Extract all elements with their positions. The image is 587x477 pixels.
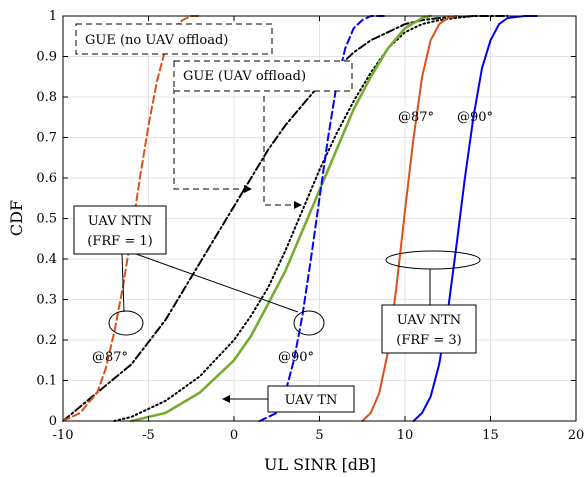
series-line-ntn_frf3_87 — [361, 15, 458, 422]
y-tick-label: 0.1 — [36, 374, 57, 389]
ntn-frf1-leader-87 — [121, 253, 125, 313]
ntn-frf1-90-label: @90° — [278, 350, 314, 365]
gue-offload-label: GUE (UAV offload) — [183, 69, 306, 84]
y-tick-label: 0.2 — [36, 333, 57, 348]
ntn-frf1-leader-90 — [135, 253, 299, 313]
series-line-ntn_frf1_87 — [62, 15, 201, 422]
gue-no-offload-leader — [173, 88, 244, 190]
ntn-frf1-87-label: @87° — [92, 350, 128, 365]
y-tick-label: 0.8 — [36, 90, 57, 105]
x-tick-label: 15 — [482, 428, 499, 443]
ntn-frf3-87-label: @87° — [398, 110, 434, 125]
x-tick-label: -5 — [142, 428, 155, 443]
series-line-uav_tn — [130, 14, 432, 423]
ntn-frf3-label-line2: (FRF = 3) — [396, 333, 461, 348]
x-tick-label: 0 — [230, 428, 238, 443]
x-tick-label: 20 — [568, 428, 585, 443]
ticks: -10 -5 0 5 10 15 20 0 0.1 0.2 0.3 0.4 0.5 0.6 0.7 0.8 0.… — [36, 9, 584, 443]
y-axis-label: CDF — [7, 200, 26, 236]
x-tick-label: 10 — [397, 428, 414, 443]
x-axis-label: UL SINR [dB] — [264, 455, 376, 474]
uav-tn-label: UAV TN — [285, 393, 338, 408]
gue-no-offload-arrow — [244, 185, 252, 193]
y-tick-label: 0.4 — [36, 252, 57, 267]
ntn-frf1-label-line1: UAV NTN — [88, 214, 152, 229]
ntn-frf1-label-line2: (FRF = 1) — [87, 234, 152, 249]
y-tick-label: 0.7 — [36, 131, 57, 146]
x-tick-label: 5 — [315, 428, 323, 443]
y-tick-label: 0.9 — [36, 50, 57, 65]
gue-no-offload-label: GUE (no UAV offload) — [85, 33, 228, 48]
ntn-frf1-90-ellipse — [293, 310, 325, 336]
uav-tn-arrow — [222, 395, 230, 403]
ntn-frf3-ellipse — [385, 250, 481, 270]
annotation-layer: GUE (no UAV offload) GUE (UAV offload) UAV… — [73, 23, 493, 413]
gue-no-offload-box — [75, 23, 273, 55]
ntn-frf1-87-ellipse — [108, 310, 144, 336]
y-tick-label: 1 — [49, 9, 57, 24]
y-tick-label: 0.6 — [36, 171, 57, 186]
gue-offload-box — [173, 60, 353, 92]
y-tick-label: 0.5 — [36, 212, 57, 227]
gue-offload-arrow — [294, 201, 302, 209]
ntn-frf1-box — [73, 205, 167, 255]
ntn-frf3-90-label: @90° — [457, 110, 493, 125]
y-tick-label: 0.3 — [36, 293, 57, 308]
ntn-frf3-box — [381, 304, 477, 354]
series-line-gue_offload — [113, 15, 475, 422]
series-line-ntn_frf3_90 — [412, 15, 538, 422]
ntn-frf3-label-line1: UAV NTN — [397, 313, 461, 328]
x-tick-label: -10 — [53, 428, 74, 443]
y-tick-label: 0 — [49, 414, 57, 429]
